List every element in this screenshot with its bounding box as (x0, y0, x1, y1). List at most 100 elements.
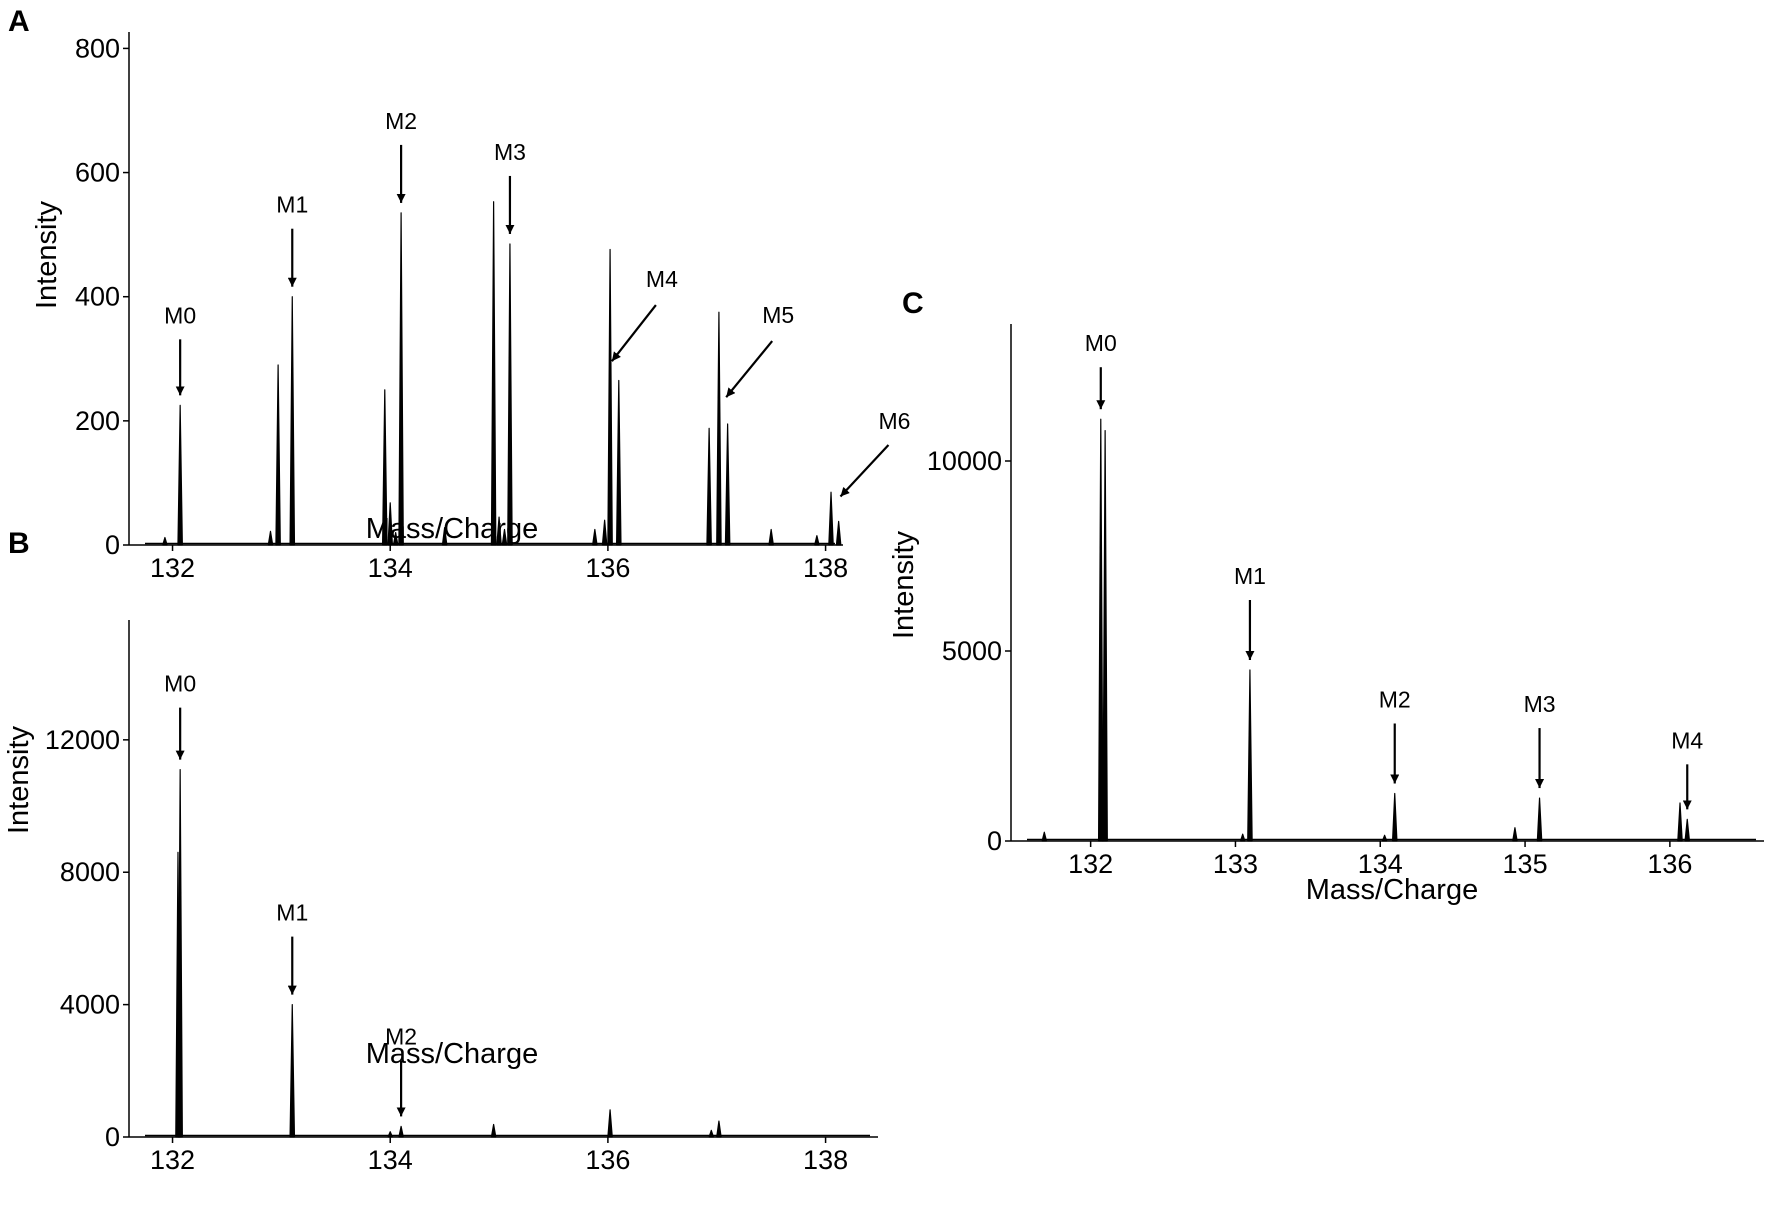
spectrum-peak (814, 535, 820, 546)
peak-label: M0 (164, 302, 196, 328)
peak-label: M2 (385, 1023, 417, 1049)
spectrum-peak (716, 311, 722, 546)
y-tick-label: 600 (75, 158, 120, 188)
panel-letter: C (902, 287, 924, 320)
peaks-group (145, 201, 842, 546)
spectrum-peak (607, 248, 613, 546)
spectrum-peak (1247, 669, 1253, 842)
x-tick-label: 134 (368, 553, 413, 583)
peak-label: M1 (276, 900, 308, 926)
spectrum-peak (1512, 827, 1518, 842)
panel-letter: A (8, 5, 30, 38)
peak-arrow (725, 340, 774, 398)
x-ticks-group: 132 134 136 138 (150, 545, 848, 583)
spectrum-peak (267, 530, 274, 546)
y-tick-label: 0 (987, 826, 1002, 856)
spectrum-peak (1102, 430, 1108, 842)
y-axis-title: Intensity (31, 201, 63, 309)
x-tick-label: 132 (1068, 849, 1113, 879)
y-axis-title: Intensity (3, 726, 35, 834)
spectrum-peak (1239, 833, 1246, 842)
spectrum-peak (615, 379, 622, 546)
peak-label: M1 (276, 192, 308, 218)
spectrum-peak (398, 212, 404, 546)
spectrum-peak (1677, 802, 1683, 842)
spectrum-peak (177, 769, 183, 1138)
y-tick-label: 0 (105, 530, 120, 560)
peak-arrow (611, 304, 657, 362)
spectrum-peak (275, 364, 281, 546)
y-tick-label: 200 (75, 406, 120, 436)
panel-letter: B (8, 527, 30, 560)
x-tick-label: 138 (803, 1145, 848, 1175)
spectrum-peak (1536, 797, 1543, 842)
spectrum-peak (1391, 792, 1398, 842)
spectrum-peak (289, 1004, 296, 1138)
panel-b: B 0 4000 8000 12000 132 134 136 138 M0 M1 M2 Mas… (3, 527, 878, 1175)
y-tick-label: 12000 (45, 725, 120, 755)
spectrum-peak (289, 296, 296, 546)
x-axis-title: Mass/Charge (366, 1038, 538, 1070)
spectrum-peak (490, 201, 497, 546)
y-tick-label: 400 (75, 282, 120, 312)
x-tick-label: 136 (585, 553, 630, 583)
x-tick-label: 133 (1213, 849, 1258, 879)
spectrum-peak (490, 1123, 497, 1138)
x-tick-label: 136 (585, 1145, 630, 1175)
x-tick-label: 136 (1647, 849, 1692, 879)
spectrum-peak (398, 1125, 404, 1138)
spectrum-peak (607, 1109, 613, 1138)
spectrum-peak (835, 520, 842, 546)
x-tick-label: 132 (150, 1145, 195, 1175)
peak-label: M4 (1671, 727, 1703, 753)
spectrum-peak (1684, 818, 1691, 842)
peaks-group (1027, 418, 1756, 842)
y-ticks-group: 0 200 400 600 800 (75, 33, 129, 560)
spectrum-peak (507, 243, 513, 546)
x-tick-label: 134 (368, 1145, 413, 1175)
x-tick-label: 132 (150, 553, 195, 583)
spectrum-peak (716, 1120, 722, 1138)
spectrum-peak (828, 491, 834, 546)
x-tick-label: 135 (1503, 849, 1548, 879)
peaks-group (145, 769, 870, 1138)
spectrum-peak (706, 427, 712, 546)
peak-label: M0 (1085, 330, 1117, 356)
y-axis-title: Intensity (888, 531, 920, 639)
y-tick-label: 800 (75, 33, 120, 63)
spectrum-peak (768, 528, 774, 546)
y-ticks-group: 0 5000 10000 (927, 446, 1011, 856)
spectrum-peak (162, 536, 168, 546)
x-ticks-group: 132 133 134 135 136 (1068, 841, 1692, 879)
y-tick-label: 0 (105, 1122, 120, 1152)
annotations-group: M0 M1 M2 M3 M4 (1085, 330, 1703, 810)
spectrum-peak (1097, 418, 1104, 842)
y-tick-label: 5000 (942, 636, 1002, 666)
peak-label: M2 (1379, 687, 1411, 713)
x-tick-label: 138 (803, 553, 848, 583)
x-axis-title: Mass/Charge (366, 513, 538, 545)
x-tick-label: 134 (1358, 849, 1403, 879)
y-tick-label: 10000 (927, 446, 1002, 476)
peak-arrow (839, 444, 890, 498)
spectrum-peak (724, 423, 731, 546)
peak-label: M5 (762, 302, 794, 328)
peak-label: M3 (494, 139, 526, 165)
spectrum-peak (601, 519, 608, 546)
peak-label: M4 (646, 266, 678, 292)
peak-label: M0 (164, 671, 196, 697)
y-tick-label: 4000 (60, 990, 120, 1020)
annotations-group: M0 M1 M2 M3 M4 M5 M6 (164, 108, 910, 498)
spectrum-peak (1381, 834, 1388, 842)
x-ticks-group: 132 134 136 138 (150, 1137, 848, 1175)
x-axis-title: Mass/Charge (1306, 874, 1478, 906)
annotations-group: M0 M1 M2 (164, 671, 417, 1117)
peak-label: M3 (1524, 691, 1556, 717)
peak-label: M1 (1234, 563, 1266, 589)
peak-label: M6 (878, 408, 910, 434)
spectrum-peak (1041, 831, 1048, 842)
spectrum-peak (387, 1131, 394, 1138)
